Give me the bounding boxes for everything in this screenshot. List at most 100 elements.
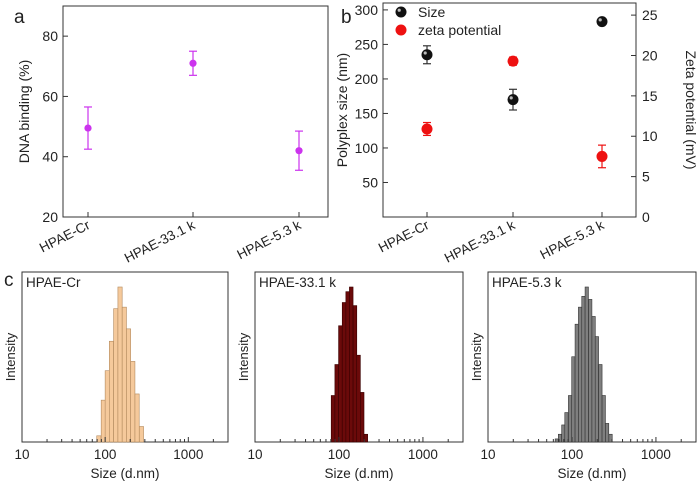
plot-frame — [382, 2, 637, 218]
histogram-bar — [345, 291, 350, 443]
histogram-bar — [584, 286, 589, 443]
histogram-bar — [109, 340, 114, 443]
panel-title: HPAE-5.3 k — [492, 275, 562, 290]
x-tick-label: 1000 — [408, 447, 438, 462]
histogram-bar — [571, 356, 576, 443]
histogram-bar — [349, 286, 354, 443]
x-tick-label: 1000 — [173, 447, 203, 462]
size-point — [596, 16, 608, 28]
y2-tick-label: 5 — [642, 169, 650, 185]
histogram-bar — [121, 306, 127, 443]
y2-tick-label: 10 — [642, 128, 658, 144]
panel-title: HPAE-33.1 k — [259, 275, 336, 290]
dna-binding-point — [295, 147, 303, 155]
histogram-bar — [352, 305, 358, 443]
x-tick-label: 10 — [480, 447, 495, 462]
legend-zeta-marker — [395, 24, 407, 36]
histogram-bar — [360, 392, 365, 443]
y-tick-label: 150 — [355, 105, 379, 121]
histogram-bar — [330, 395, 336, 443]
histogram-bar — [139, 426, 144, 443]
x-tick-label: 1000 — [641, 447, 671, 462]
chart-size-distribution-hpae-cr: 10 100 1000 Size (d.nm) Intensity HPAE-Cr — [3, 271, 229, 481]
y-tick-label: 300 — [355, 2, 379, 18]
y2-tick-label: 25 — [642, 7, 658, 23]
x-category-label: HPAE-Cr — [376, 217, 432, 255]
histogram-bar — [578, 306, 583, 443]
histogram-bar — [608, 433, 613, 443]
panel-label-b: b — [341, 7, 352, 28]
panel-label-a: a — [14, 7, 25, 28]
zeta-point — [596, 150, 608, 162]
histogram-bar — [104, 370, 110, 443]
y-tick-label: 40 — [42, 149, 58, 165]
y-axis-label: Polyplex size (nm) — [334, 53, 350, 167]
histogram-bar — [581, 295, 586, 443]
legend-size-label: Size — [418, 4, 445, 20]
x-tick-label: 100 — [328, 447, 351, 462]
chart-polyplex-size-zeta: 50 100 150 200 250 300 0 5 10 15 20 25 Polyplex size… — [334, 2, 699, 266]
plot-frame — [62, 5, 329, 218]
y-axis-label: Intensity — [3, 332, 18, 381]
y-tick-label: 200 — [355, 71, 379, 87]
y2-axis-label: Zeta potential (mV) — [683, 50, 699, 169]
histogram-bar — [568, 395, 573, 443]
histogram-bar — [591, 316, 596, 443]
histogram-bar — [117, 286, 123, 443]
x-category-label: HPAE-5.3 k — [538, 217, 607, 262]
y2-tick-label: 20 — [642, 47, 658, 63]
x-tick-label: 10 — [247, 447, 262, 462]
legend-size-marker — [395, 6, 407, 18]
size-point-highlight — [509, 96, 513, 100]
histogram-bar — [598, 364, 603, 443]
x-tick-label: 100 — [94, 447, 117, 462]
y-axis-label: Intensity — [469, 332, 484, 381]
size-point-highlight — [598, 18, 602, 22]
size-point — [507, 94, 519, 106]
histogram-bar — [130, 361, 136, 443]
y-tick-label: 20 — [42, 209, 58, 225]
chart-size-distribution-hpae-5-3k: 10 100 1000 Size (d.nm) Intensity HPAE-5.3 k — [469, 271, 697, 481]
dna-binding-point — [84, 124, 92, 132]
x-tick-label: 100 — [561, 447, 584, 462]
panel-label-c: c — [4, 270, 14, 291]
y2-tick-label: 0 — [642, 209, 650, 225]
x-tick-label: 10 — [14, 447, 29, 462]
y-axis-label: Intensity — [236, 332, 251, 381]
histogram-bar — [588, 299, 593, 443]
x-category-label: HPAE-33.1 k — [122, 217, 198, 265]
y-axis-label: DNA binding (%) — [16, 60, 32, 164]
histogram-bar — [601, 395, 606, 443]
histogram-bar — [605, 423, 610, 443]
histogram-bar — [564, 412, 569, 443]
y-tick-label: 250 — [355, 36, 379, 52]
y-tick-label: 80 — [42, 28, 58, 44]
histogram-bar — [341, 302, 347, 443]
legend-zeta-label: zeta potential — [418, 22, 501, 38]
zeta-point — [421, 123, 433, 135]
x-axis-label: Size (d.nm) — [324, 466, 393, 481]
dna-binding-point — [189, 59, 197, 67]
x-category-label: HPAE-33.1 k — [442, 217, 518, 265]
histogram-bar — [356, 354, 361, 443]
zeta-point — [507, 55, 519, 67]
y-tick-label: 100 — [355, 140, 379, 156]
y2-tick-label: 15 — [642, 88, 658, 104]
panel-title: HPAE-Cr — [26, 275, 81, 290]
y-tick-label: 50 — [362, 174, 378, 190]
size-point — [421, 49, 433, 61]
x-axis-label: Size (d.nm) — [557, 466, 626, 481]
x-axis-label: Size (d.nm) — [90, 466, 159, 481]
histogram-bar — [126, 328, 131, 443]
histogram-bar — [113, 308, 119, 443]
chart-size-distribution-hpae-33-1k: 10 100 1000 Size (d.nm) Intensity HPAE-33.1 k — [236, 271, 464, 481]
histogram-bar — [574, 323, 579, 443]
histogram-bar — [594, 336, 599, 443]
histogram-bar — [338, 325, 343, 443]
size-point-highlight — [423, 51, 427, 55]
histogram-bar — [100, 399, 106, 443]
histogram-bar — [554, 438, 559, 443]
legend-size-marker-highlight — [397, 8, 401, 12]
